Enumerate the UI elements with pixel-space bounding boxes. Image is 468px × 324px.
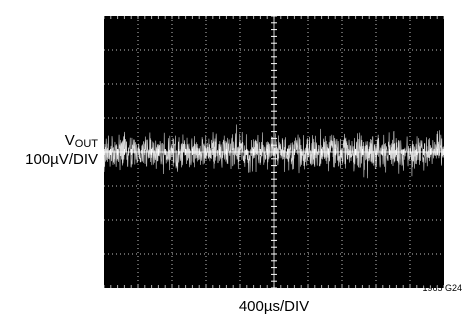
noise-trace-path xyxy=(103,124,445,179)
x-axis-scale-label: 400µs/DIV xyxy=(238,298,310,315)
noise-trace xyxy=(103,124,445,179)
y-axis-scale-label: 100µV/DIV xyxy=(25,151,98,168)
y-axis-label-main: V xyxy=(64,132,75,149)
figure-id: 1965 G24 xyxy=(422,283,462,293)
y-axis-label-subscript: OUT xyxy=(74,138,98,150)
y-axis-label-signal: VOUT xyxy=(0,132,98,153)
